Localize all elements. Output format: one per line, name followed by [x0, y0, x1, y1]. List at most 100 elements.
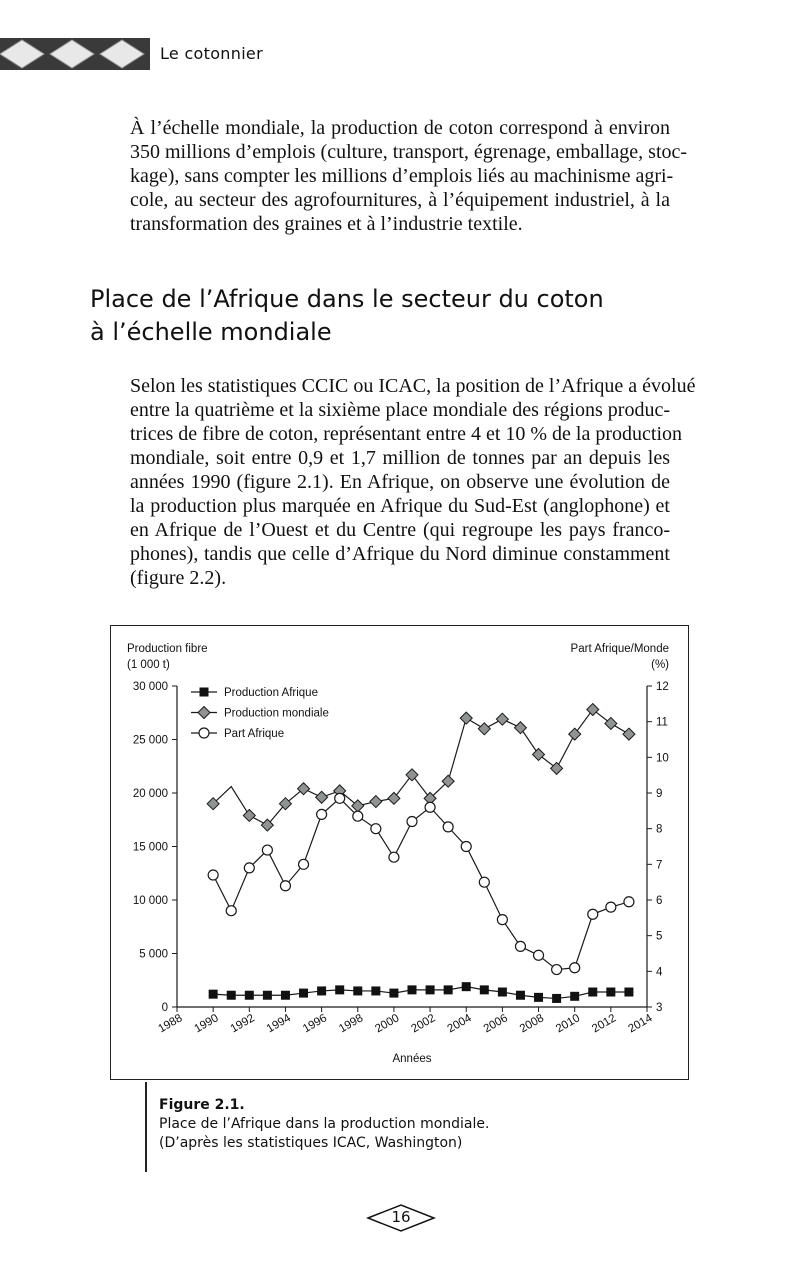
data-point	[514, 940, 527, 952]
data-point	[316, 808, 328, 820]
data-point	[334, 792, 346, 804]
y-right-tick-label: 4	[656, 966, 663, 978]
x-tick-label: 2006	[482, 1012, 510, 1035]
data-point	[479, 985, 489, 995]
page-number-diamond	[365, 1204, 437, 1232]
x-tick-label: 1994	[265, 1012, 294, 1035]
y-left-tick-label: 15 000	[133, 842, 168, 854]
data-point	[317, 986, 327, 996]
y-left-tick-label: 10 000	[133, 895, 168, 907]
data-point	[534, 992, 544, 1002]
text-line: en Afrique de l’Ouest et du Centre (qui …	[130, 519, 670, 541]
data-point	[477, 722, 492, 736]
caption-line: Place de l’Afrique dans la production mo…	[159, 1116, 490, 1132]
page-number: 16	[365, 1203, 437, 1233]
data-point	[407, 985, 417, 995]
header-diamond-band	[0, 38, 150, 70]
y-right-tick-label: 9	[656, 788, 662, 800]
x-tick-label: 1990	[192, 1012, 220, 1035]
data-point	[622, 727, 636, 741]
data-point	[588, 987, 598, 997]
data-point	[442, 821, 454, 833]
y-right-tick-label: 3	[656, 1002, 662, 1014]
data-point	[567, 727, 582, 741]
legend-marker	[199, 687, 209, 697]
x-tick-label: 2002	[409, 1012, 437, 1035]
running-title: Le cotonnier	[160, 44, 263, 63]
data-point	[425, 985, 435, 995]
data-point	[496, 914, 508, 926]
data-point	[208, 989, 218, 999]
y-left-tick-label: 25 000	[133, 735, 168, 747]
data-point	[260, 818, 275, 832]
data-point	[352, 810, 364, 822]
data-point	[532, 949, 545, 961]
legend-marker	[198, 727, 210, 739]
data-point	[587, 908, 599, 920]
data-point	[405, 768, 419, 782]
text-line: trices de fibre de coton, représentant e…	[130, 423, 683, 445]
data-point	[441, 774, 455, 788]
text-line: Selon les statistiques CCIC ou ICAC, la …	[130, 375, 696, 397]
series-line-0	[213, 986, 629, 1000]
x-tick-label: 1996	[301, 1012, 329, 1035]
data-point	[242, 808, 257, 823]
data-point	[478, 876, 490, 888]
text-line: kage), sans compter les millions d’emplo…	[130, 165, 674, 187]
data-point	[314, 790, 329, 804]
data-point	[388, 851, 400, 863]
data-point	[443, 985, 453, 995]
data-point	[226, 990, 236, 1000]
y-right-tick-label: 8	[656, 824, 662, 836]
data-point	[244, 990, 254, 1000]
y-right-tick-label: 11	[656, 717, 668, 729]
x-tick-label: 1998	[337, 1012, 365, 1035]
data-point	[261, 844, 273, 856]
data-point	[569, 962, 581, 974]
text-line: cole, au secteur des agrofournitures, à …	[130, 189, 670, 211]
legend-label: Production Afrique	[224, 687, 318, 699]
data-point	[424, 801, 436, 813]
y-right-tick-label: 10	[656, 752, 669, 764]
data-point	[605, 901, 617, 913]
y-left-tick-label: 30 000	[133, 681, 168, 693]
data-point	[369, 794, 383, 809]
data-point	[623, 896, 635, 908]
data-point	[570, 991, 580, 1001]
data-point	[461, 982, 471, 992]
data-point	[370, 823, 382, 835]
data-point	[371, 986, 381, 996]
x-tick-label: 2014	[626, 1012, 655, 1035]
y-right-tick-label: 12	[656, 681, 669, 693]
y-right-tick-label: 6	[656, 895, 662, 907]
text-line: transformation des graines et à l’indust…	[130, 213, 523, 235]
x-tick-label: 1988	[156, 1012, 184, 1035]
data-point	[497, 987, 507, 997]
y-left-tick-label: 5 000	[139, 949, 168, 961]
data-point	[552, 993, 562, 1003]
heading-line: Place de l’Afrique dans le secteur du co…	[90, 285, 604, 313]
data-point	[296, 782, 311, 796]
data-point	[549, 761, 564, 776]
y-left-tick-label: 0	[162, 1002, 168, 1014]
y-left-tick-label: 20 000	[133, 788, 168, 800]
x-axis-label: Années	[392, 1053, 431, 1065]
paragraph-2: Selon les statistiques CCIC ou ICAC, la …	[130, 374, 696, 590]
data-point	[278, 796, 293, 811]
caption-source: (D’après les statistiques ICAC, Washingt…	[159, 1135, 463, 1151]
data-point	[279, 880, 292, 892]
data-point	[551, 963, 563, 976]
data-point	[513, 721, 528, 735]
data-point	[335, 985, 345, 995]
text-line: 350 millions d’emplois (culture, transpo…	[130, 141, 688, 163]
data-point	[262, 990, 272, 1000]
x-tick-label: 2000	[373, 1012, 401, 1035]
data-point	[225, 905, 237, 917]
section-heading: Place de l’Afrique dans le secteur du co…	[90, 283, 604, 349]
series-line-1	[212, 708, 630, 826]
data-point	[406, 815, 418, 828]
data-point	[624, 987, 634, 997]
data-point	[389, 988, 399, 998]
text-line: À l’échelle mondiale, la production de c…	[130, 117, 670, 139]
y-left-axis-label: Production fibre	[127, 643, 208, 655]
